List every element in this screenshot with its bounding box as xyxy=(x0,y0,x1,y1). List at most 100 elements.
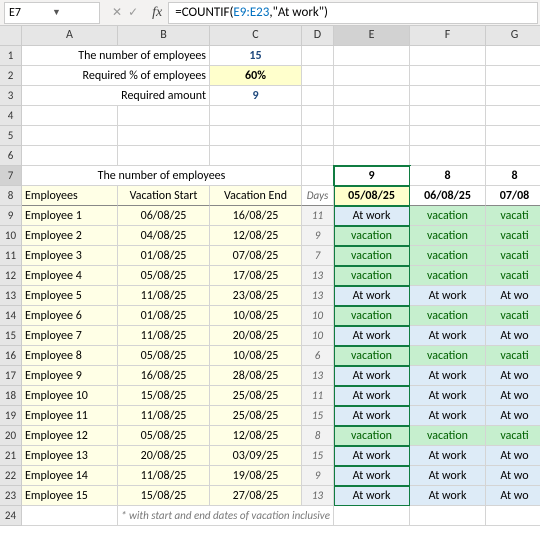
row-header-10[interactable]: 10 xyxy=(0,226,22,246)
row-header-22[interactable]: 22 xyxy=(0,466,22,486)
status-cell[interactable]: vacati xyxy=(486,426,540,446)
status-cell[interactable]: vacation xyxy=(410,226,486,246)
status-cell[interactable]: At wo xyxy=(486,486,540,506)
status-cell[interactable]: vacation xyxy=(334,306,410,326)
status-cell[interactable]: At work xyxy=(334,206,410,226)
col-header-F[interactable]: F xyxy=(410,26,486,46)
status-cell[interactable]: At work xyxy=(410,466,486,486)
row-header-24[interactable]: 24 xyxy=(0,506,22,526)
row-header-3[interactable]: 3 xyxy=(0,86,22,106)
status-cell[interactable]: At work xyxy=(410,406,486,426)
col-header-B[interactable]: B xyxy=(118,26,210,46)
cell-blank[interactable] xyxy=(486,46,540,66)
cell-blank[interactable] xyxy=(210,146,302,166)
status-cell[interactable]: vacation xyxy=(410,246,486,266)
row-header-14[interactable]: 14 xyxy=(0,306,22,326)
col-header-E[interactable]: E xyxy=(334,26,410,46)
status-cell[interactable]: At work xyxy=(410,286,486,306)
cancel-icon[interactable]: ✕ xyxy=(112,5,122,20)
cell-blank[interactable] xyxy=(410,106,486,126)
accept-icon[interactable]: ✓ xyxy=(128,5,138,20)
chevron-down-icon[interactable]: ▼ xyxy=(52,7,95,18)
status-cell[interactable]: vacation xyxy=(410,206,486,226)
row-header-11[interactable]: 11 xyxy=(0,246,22,266)
status-cell[interactable]: vacati xyxy=(486,246,540,266)
row-header-15[interactable]: 15 xyxy=(0,326,22,346)
cell-blank[interactable] xyxy=(22,506,118,526)
row-header-5[interactable]: 5 xyxy=(0,126,22,146)
status-cell[interactable]: At work xyxy=(334,386,410,406)
spreadsheet-grid[interactable]: ABCDEFG1The number of employees152Requir… xyxy=(0,26,540,526)
cell-blank[interactable] xyxy=(302,126,334,146)
cell-blank[interactable] xyxy=(210,126,302,146)
cell-blank[interactable] xyxy=(410,46,486,66)
formula-bar[interactable]: =COUNTIF(E9:E23,"At work") xyxy=(168,2,538,24)
status-cell[interactable]: At work xyxy=(410,326,486,346)
row-header-8[interactable]: 8 xyxy=(0,186,22,206)
row-header-21[interactable]: 21 xyxy=(0,446,22,466)
col-header-D[interactable]: D xyxy=(302,26,334,46)
cell-blank[interactable] xyxy=(210,106,302,126)
status-cell[interactable]: At work xyxy=(334,486,410,506)
status-cell[interactable]: At wo xyxy=(486,366,540,386)
cell-blank[interactable] xyxy=(302,106,334,126)
cell-blank[interactable] xyxy=(302,146,334,166)
status-cell[interactable]: At wo xyxy=(486,386,540,406)
cell-blank[interactable] xyxy=(410,126,486,146)
fx-icon[interactable]: fx xyxy=(146,5,168,21)
row-header-13[interactable]: 13 xyxy=(0,286,22,306)
count-F[interactable]: 8 xyxy=(410,166,486,186)
row-header-1[interactable]: 1 xyxy=(0,46,22,66)
cell-blank[interactable] xyxy=(302,166,334,186)
status-cell[interactable]: vacation xyxy=(334,426,410,446)
col-header-G[interactable]: G xyxy=(486,26,540,46)
count-G[interactable]: 8 xyxy=(486,166,540,186)
col-header-A[interactable]: A xyxy=(22,26,118,46)
row-header-16[interactable]: 16 xyxy=(0,346,22,366)
select-all-corner[interactable] xyxy=(0,26,22,46)
status-cell[interactable]: At work xyxy=(410,366,486,386)
status-cell[interactable]: At wo xyxy=(486,286,540,306)
cell-blank[interactable] xyxy=(410,66,486,86)
cell-blank[interactable] xyxy=(118,126,210,146)
cell-blank[interactable] xyxy=(334,46,410,66)
cell-blank[interactable] xyxy=(486,506,540,526)
status-cell[interactable]: At work xyxy=(334,286,410,306)
row-header-4[interactable]: 4 xyxy=(0,106,22,126)
status-cell[interactable]: vacati xyxy=(486,206,540,226)
status-cell[interactable]: At work xyxy=(410,446,486,466)
status-cell[interactable]: At work xyxy=(334,326,410,346)
status-cell[interactable]: vacation xyxy=(410,346,486,366)
cell-blank[interactable] xyxy=(334,506,410,526)
cell-blank[interactable] xyxy=(410,86,486,106)
cell-blank[interactable] xyxy=(334,126,410,146)
status-cell[interactable]: At work xyxy=(334,366,410,386)
cell-blank[interactable] xyxy=(22,126,118,146)
status-cell[interactable]: vacati xyxy=(486,346,540,366)
row-header-12[interactable]: 12 xyxy=(0,266,22,286)
cell-blank[interactable] xyxy=(486,126,540,146)
cell-blank[interactable] xyxy=(22,146,118,166)
row-header-7[interactable]: 7 xyxy=(0,166,22,186)
count-E[interactable]: 9 xyxy=(334,166,410,186)
cell-blank[interactable] xyxy=(118,106,210,126)
cell-blank[interactable] xyxy=(410,506,486,526)
cell-blank[interactable] xyxy=(486,146,540,166)
row-header-20[interactable]: 20 xyxy=(0,426,22,446)
cell-blank[interactable] xyxy=(334,86,410,106)
cell-blank[interactable] xyxy=(334,66,410,86)
cell-blank[interactable] xyxy=(334,106,410,126)
status-cell[interactable]: At wo xyxy=(486,466,540,486)
status-cell[interactable]: vacation xyxy=(334,266,410,286)
status-cell[interactable]: vacation xyxy=(410,266,486,286)
status-cell[interactable]: vacation xyxy=(410,306,486,326)
cell-blank[interactable] xyxy=(118,146,210,166)
status-cell[interactable]: vacation xyxy=(334,346,410,366)
status-cell[interactable]: vacati xyxy=(486,266,540,286)
cell-blank[interactable] xyxy=(302,46,334,66)
status-cell[interactable]: At work xyxy=(334,466,410,486)
status-cell[interactable]: At wo xyxy=(486,446,540,466)
row-header-19[interactable]: 19 xyxy=(0,406,22,426)
status-cell[interactable]: vacati xyxy=(486,226,540,246)
cell-blank[interactable] xyxy=(486,66,540,86)
